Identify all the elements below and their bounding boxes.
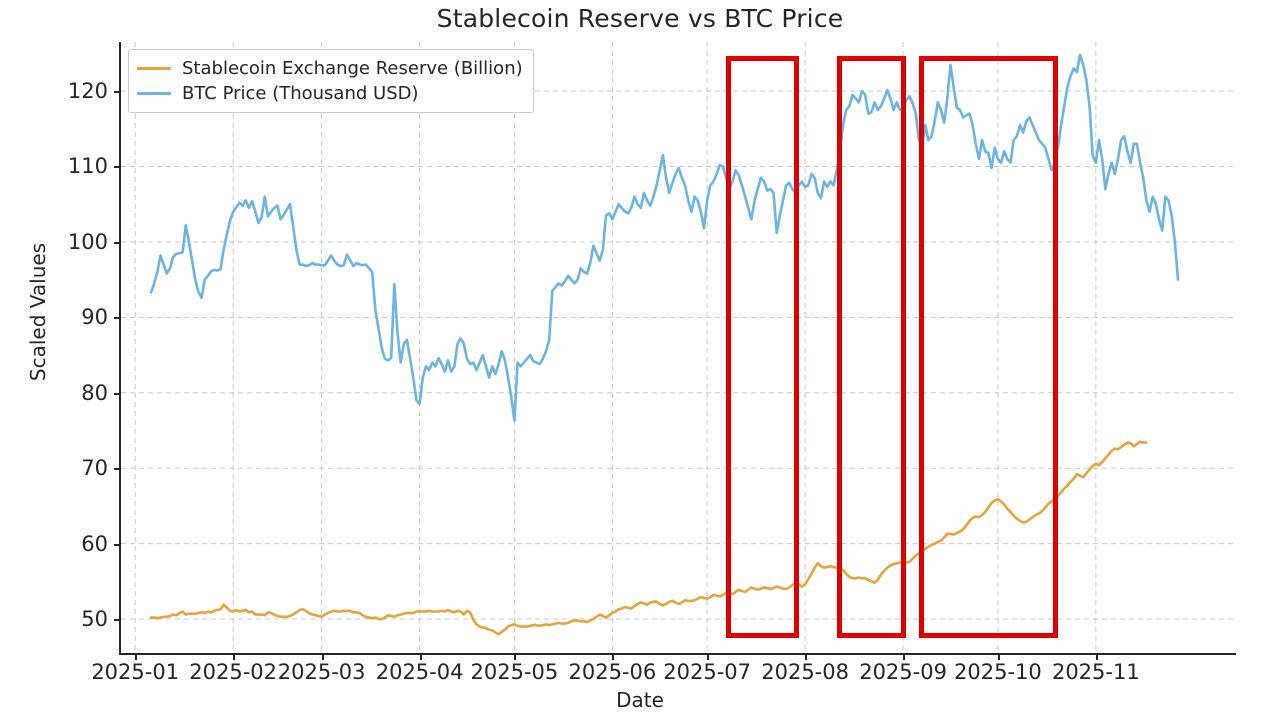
y-tick-label: 60 bbox=[81, 531, 108, 556]
y-tick-mark bbox=[114, 166, 121, 169]
x-tick-label: 2025-05 bbox=[470, 660, 559, 684]
legend-swatch-stablecoin bbox=[137, 67, 171, 70]
x-tick-label: 2025-10 bbox=[954, 660, 1042, 684]
x-tick-mark bbox=[707, 653, 710, 660]
x-axis-label: Date bbox=[616, 688, 664, 712]
legend-item-btc[interactable]: BTC Price (Thousand USD) bbox=[137, 81, 523, 106]
x-tick-label: 2025-04 bbox=[375, 660, 464, 684]
y-tick-label: 90 bbox=[81, 305, 108, 330]
x-tick-label: 2025-01 bbox=[91, 660, 180, 684]
x-tick-label: 2025-06 bbox=[568, 660, 657, 684]
x-tick-label: 2025-09 bbox=[859, 660, 947, 684]
x-tick-mark bbox=[1095, 653, 1098, 660]
y-tick-label: 100 bbox=[67, 229, 108, 254]
x-tick-mark bbox=[321, 653, 324, 660]
y-tick-mark bbox=[114, 91, 121, 94]
plot-area bbox=[121, 42, 1235, 653]
legend-item-stablecoin[interactable]: Stablecoin Exchange Reserve (Billion) bbox=[137, 56, 523, 81]
x-tick-label: 2025-11 bbox=[1051, 660, 1140, 684]
x-axis-spine bbox=[119, 653, 1236, 655]
y-tick-mark bbox=[114, 317, 121, 320]
x-tick-mark bbox=[135, 653, 138, 660]
y-axis-label: Scaled Values bbox=[26, 242, 50, 382]
x-tick-mark bbox=[997, 653, 1000, 660]
chart-legend: Stablecoin Exchange Reserve (Billion) BT… bbox=[128, 49, 534, 113]
y-tick-label: 110 bbox=[67, 154, 108, 179]
x-tick-label: 2025-02 bbox=[189, 660, 278, 684]
x-tick-mark bbox=[903, 653, 906, 660]
line-stablecoin-reserve bbox=[149, 440, 1148, 636]
legend-swatch-btc bbox=[137, 92, 171, 95]
x-tick-label: 2025-08 bbox=[761, 660, 849, 684]
y-tick-label: 70 bbox=[81, 456, 108, 481]
line-btc-price bbox=[149, 53, 1180, 422]
y-tick-mark bbox=[114, 241, 121, 244]
chart-svg bbox=[121, 42, 1235, 653]
x-tick-mark bbox=[233, 653, 236, 660]
x-tick-mark bbox=[612, 653, 615, 660]
chart-title: Stablecoin Reserve vs BTC Price bbox=[436, 4, 844, 33]
x-tick-mark bbox=[514, 653, 517, 660]
grid-lines bbox=[121, 42, 1235, 653]
y-tick-mark bbox=[114, 468, 121, 471]
legend-label-stablecoin: Stablecoin Exchange Reserve (Billion) bbox=[182, 58, 523, 79]
y-tick-label: 120 bbox=[67, 79, 108, 104]
y-tick-mark bbox=[114, 543, 121, 546]
y-tick-mark bbox=[114, 392, 121, 395]
x-tick-label: 2025-03 bbox=[277, 660, 366, 684]
series-lines bbox=[149, 53, 1180, 636]
x-tick-label: 2025-07 bbox=[663, 660, 752, 684]
x-tick-mark bbox=[419, 653, 422, 660]
y-tick-label: 80 bbox=[81, 380, 108, 405]
y-tick-label: 50 bbox=[81, 607, 108, 632]
y-axis-spine bbox=[119, 42, 121, 655]
y-tick-mark bbox=[114, 619, 121, 622]
x-tick-mark bbox=[805, 653, 808, 660]
legend-label-btc: BTC Price (Thousand USD) bbox=[182, 83, 419, 104]
